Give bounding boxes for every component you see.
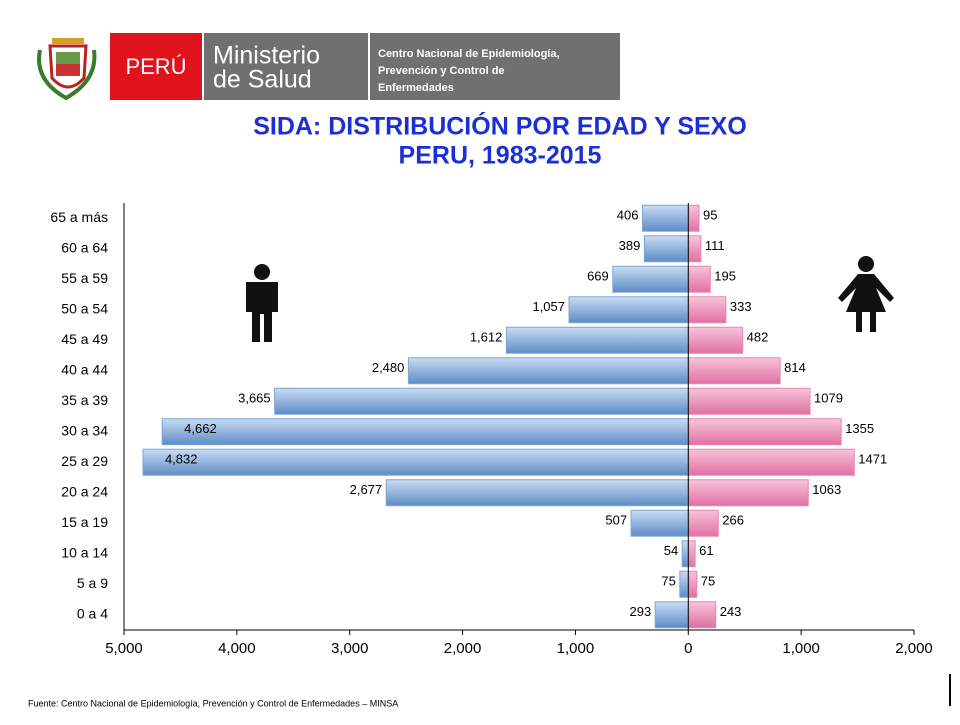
x-tick-label: 0 <box>684 640 692 657</box>
ministry-box <box>204 33 368 100</box>
bar <box>679 570 689 598</box>
y-tick-label: 50 a 54 <box>61 300 108 316</box>
bar <box>687 509 719 537</box>
y-tick-label: 30 a 34 <box>61 422 108 438</box>
data-label: 814 <box>784 360 806 375</box>
bar <box>612 265 689 293</box>
y-tick-label: 35 a 39 <box>61 392 108 408</box>
x-tick-label: 3,000 <box>331 640 369 657</box>
bar <box>142 448 689 476</box>
data-label: 333 <box>730 299 752 314</box>
data-label: 4,662 <box>184 421 217 436</box>
bar <box>687 418 842 446</box>
data-label: 1355 <box>845 421 874 436</box>
data-label: 1,612 <box>470 330 503 345</box>
bar <box>654 601 689 629</box>
bar <box>687 601 717 629</box>
data-label: 4,832 <box>165 452 198 467</box>
center-text: Enfermedades <box>378 82 454 94</box>
peru-text: PERÚ <box>125 54 186 79</box>
y-tick-label: 25 a 29 <box>61 453 108 469</box>
y-tick-label: 20 a 24 <box>61 483 108 499</box>
data-label: 507 <box>605 513 627 528</box>
bar <box>630 509 689 537</box>
bar <box>161 418 689 446</box>
bar <box>687 357 781 385</box>
y-tick-label: 55 a 59 <box>61 270 108 286</box>
y-tick-label: 60 a 64 <box>61 239 108 255</box>
x-tick-label: 5,000 <box>105 640 143 657</box>
bar <box>687 204 700 232</box>
center-box <box>370 33 620 100</box>
data-label: 2,677 <box>350 482 383 497</box>
data-label: 482 <box>747 330 769 345</box>
bar <box>687 479 809 507</box>
bar <box>687 296 727 324</box>
data-label: 195 <box>714 269 736 284</box>
y-tick-label: 0 a 4 <box>77 605 108 621</box>
coat-of-arms <box>37 38 97 101</box>
y-tick-label: 40 a 44 <box>61 361 108 377</box>
data-label: 266 <box>722 513 744 528</box>
x-tick-label: 1,000 <box>557 640 595 657</box>
data-label: 111 <box>705 238 725 253</box>
data-label: 1063 <box>812 482 841 497</box>
bar <box>687 387 811 415</box>
x-tick-label: 1,000 <box>782 640 820 657</box>
bar <box>687 570 698 598</box>
y-tick-label: 10 a 14 <box>61 544 108 560</box>
bar <box>568 296 689 324</box>
bar <box>407 357 689 385</box>
bar <box>687 265 711 293</box>
data-label: 75 <box>661 574 675 589</box>
x-tick-label: 4,000 <box>218 640 256 657</box>
data-label: 389 <box>619 238 641 253</box>
data-label: 406 <box>617 208 639 223</box>
chart-title: SIDA: DISTRIBUCIÓN POR EDAD Y SEXO <box>253 111 747 141</box>
data-label: 243 <box>720 604 742 619</box>
data-label: 3,665 <box>238 391 271 406</box>
data-label: 293 <box>630 604 652 619</box>
data-label: 54 <box>664 543 678 558</box>
bar <box>687 540 696 568</box>
y-tick-label: 5 a 9 <box>77 575 108 591</box>
x-tick-label: 2,000 <box>895 640 933 657</box>
data-label: 1,057 <box>532 299 565 314</box>
female-icon <box>838 256 894 332</box>
bar <box>687 448 855 476</box>
source-note: Fuente: Centro Nacional de Epidemiología… <box>28 698 398 708</box>
data-label: 75 <box>701 574 715 589</box>
center-text: Prevención y Control de <box>378 65 505 77</box>
male-icon <box>246 264 278 342</box>
bar <box>687 235 702 263</box>
ministry-text: de Salud <box>213 66 312 94</box>
bar <box>681 540 689 568</box>
bar <box>641 204 689 232</box>
data-label: 95 <box>703 208 717 223</box>
data-label: 1079 <box>814 391 843 406</box>
y-tick-label: 45 a 49 <box>61 331 108 347</box>
data-label: 669 <box>587 269 609 284</box>
ministry-text: Ministerio <box>213 42 320 70</box>
x-tick-label: 2,000 <box>444 640 482 657</box>
data-label: 1471 <box>858 452 887 467</box>
center-text: Centro Nacional de Epidemiología, <box>378 48 560 60</box>
y-tick-label: 15 a 19 <box>61 514 108 530</box>
bar <box>643 235 689 263</box>
bar <box>385 479 689 507</box>
chart-subtitle: PERU, 1983-2015 <box>399 142 602 170</box>
y-tick-label: 65 a más <box>50 209 108 225</box>
data-label: 61 <box>699 543 713 558</box>
peru-box <box>110 33 202 100</box>
bar <box>505 326 689 354</box>
bar <box>687 326 744 354</box>
bar <box>274 387 689 415</box>
data-label: 2,480 <box>372 360 405 375</box>
